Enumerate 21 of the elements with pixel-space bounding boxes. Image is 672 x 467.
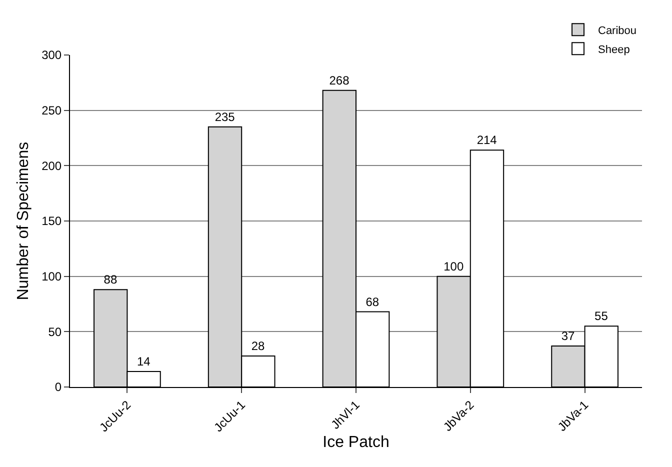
data-label: 214 <box>476 133 498 148</box>
y-tick-label: 300 <box>42 48 62 62</box>
y-tick-label: 100 <box>42 270 62 284</box>
data-label: 37 <box>561 329 576 344</box>
data-label: 55 <box>594 309 608 324</box>
data-label: 100 <box>444 259 464 274</box>
y-tick-label: 250 <box>42 104 62 118</box>
legend-label: Caribou <box>598 24 637 37</box>
data-label: 268 <box>329 73 350 88</box>
x-axis-title: Ice Patch <box>322 434 390 451</box>
y-tick-label: 0 <box>54 380 62 394</box>
data-label: 28 <box>251 339 266 354</box>
y-tick-label: 150 <box>42 214 62 228</box>
legend-label: Sheep <box>598 44 630 56</box>
data-label: 14 <box>136 354 151 369</box>
data-label: 68 <box>366 294 380 309</box>
y-axis-title: Number of Specimens <box>15 142 32 300</box>
y-tick-label: 200 <box>42 158 62 173</box>
data-label: 88 <box>104 272 118 287</box>
y-tick-label: 50 <box>48 324 62 339</box>
data-label: 235 <box>214 110 236 124</box>
